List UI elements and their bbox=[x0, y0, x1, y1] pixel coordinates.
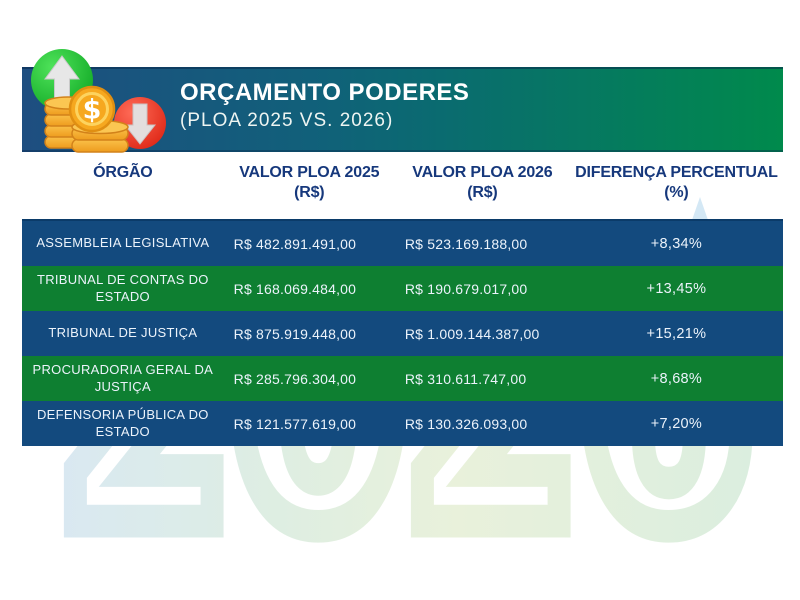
table-row: TRIBUNAL DE CONTAS DO ESTADO R$ 168.069.… bbox=[22, 266, 783, 311]
dollar-coin-icon: $ bbox=[68, 85, 116, 133]
diferenca-cell: +7,20% bbox=[650, 415, 703, 432]
ploa-2026-cell: R$ 523.169.188,00 bbox=[404, 235, 528, 252]
ploa-2025-cell: R$ 285.796.304,00 bbox=[233, 370, 357, 387]
orgao-cell: DEFENSORIA PÚBLICA DO ESTADO bbox=[36, 406, 209, 439]
ploa-2026-cell: R$ 190.679.017,00 bbox=[404, 280, 528, 297]
ploa-2026-cell: R$ 310.611.747,00 bbox=[404, 370, 527, 387]
column-header-diferenca: DIFERENÇA PERCENTUAL (%) bbox=[575, 164, 778, 201]
ploa-2025-cell: R$ 875.919.448,00 bbox=[233, 325, 357, 342]
svg-text:$: $ bbox=[83, 95, 102, 126]
orgao-cell: PROCURADORIA GERAL DA JUSTIÇA bbox=[32, 361, 214, 394]
table-row: ASSEMBLEIA LEGISLATIVA R$ 482.891.491,00… bbox=[22, 221, 783, 266]
orgao-cell: TRIBUNAL DE CONTAS DO ESTADO bbox=[36, 271, 209, 304]
ploa-2026-cell: R$ 1.009.144.387,00 bbox=[404, 325, 540, 342]
table-header-row: ÓRGÃO VALOR PLOA 2025 (R$) VALOR PLOA 20… bbox=[22, 163, 783, 203]
diferenca-cell: +8,34% bbox=[650, 235, 703, 252]
ploa-2025-cell: R$ 121.577.619,00 bbox=[233, 415, 357, 432]
diferenca-cell: +13,45% bbox=[646, 280, 707, 297]
column-header-ploa-2025: VALOR PLOA 2025 (R$) bbox=[239, 164, 380, 201]
coins-up-down-arrows-icon: $ bbox=[31, 49, 166, 153]
diferenca-cell: +15,21% bbox=[646, 325, 707, 342]
table-body: ASSEMBLEIA LEGISLATIVA R$ 482.891.491,00… bbox=[22, 219, 783, 446]
page-subtitle: (PLOA 2025 VS. 2026) bbox=[180, 110, 394, 132]
orgao-cell: ASSEMBLEIA LEGISLATIVA bbox=[36, 235, 210, 251]
page-title: ORÇAMENTO PODERES bbox=[180, 79, 470, 106]
diferenca-cell: +8,68% bbox=[650, 370, 703, 387]
table-row: PROCURADORIA GERAL DA JUSTIÇA R$ 285.796… bbox=[22, 356, 783, 401]
table-row: TRIBUNAL DE JUSTIÇA R$ 875.919.448,00 R$… bbox=[22, 311, 783, 356]
column-header-ploa-2026: VALOR PLOA 2026 (R$) bbox=[412, 164, 553, 201]
orgao-cell: TRIBUNAL DE JUSTIÇA bbox=[48, 325, 198, 341]
ploa-2026-cell: R$ 130.326.093,00 bbox=[404, 415, 528, 432]
table-row: DEFENSORIA PÚBLICA DO ESTADO R$ 121.577.… bbox=[22, 401, 783, 446]
ploa-2025-cell: R$ 482.891.491,00 bbox=[233, 235, 357, 252]
ploa-2025-cell: R$ 168.069.484,00 bbox=[233, 280, 357, 297]
column-header-orgao: ÓRGÃO bbox=[93, 164, 153, 181]
header-text-block: ORÇAMENTO PODERES (PLOA 2025 VS. 2026) bbox=[180, 79, 470, 133]
